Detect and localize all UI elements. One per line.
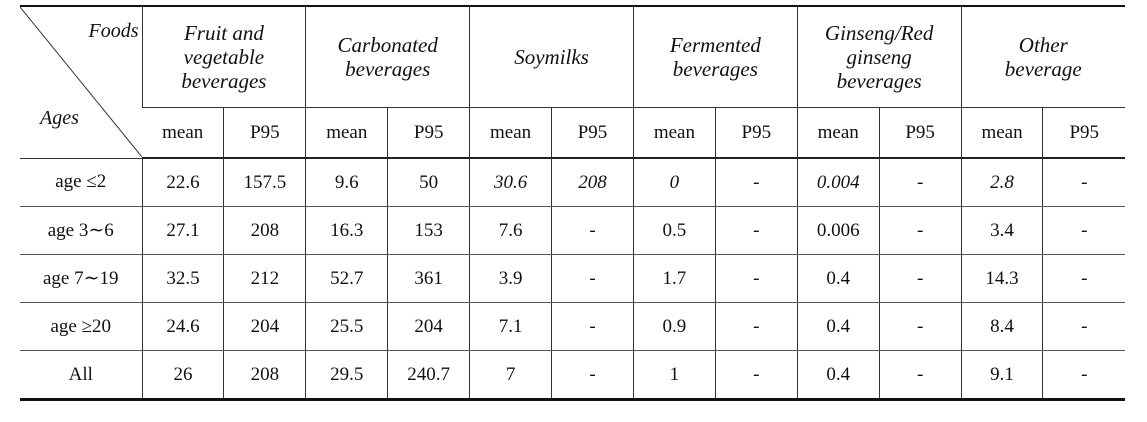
cell: 14.3 xyxy=(960,254,1043,303)
cell: - xyxy=(551,254,634,303)
cell: 0.4 xyxy=(796,350,880,401)
diagonal xyxy=(20,7,142,157)
cell: - xyxy=(878,350,962,401)
cell: 0 xyxy=(632,158,716,207)
cell: 153 xyxy=(387,206,470,255)
row-label: age ≤2 xyxy=(20,158,142,207)
subheader: mean xyxy=(305,107,388,159)
cell: 32.5 xyxy=(141,254,224,303)
cell: - xyxy=(1042,254,1125,303)
cell: 52.7 xyxy=(305,254,388,303)
group-header: Fruit and vegetable beverages xyxy=(141,6,306,108)
data-row: age ≤2 22.6 157.5 9.6 50 30.6 208 0-0.004-2.8- xyxy=(20,158,1125,207)
cell: - xyxy=(878,254,962,303)
cell: 204 xyxy=(223,302,306,351)
cell: 1 xyxy=(632,350,716,401)
cell: - xyxy=(551,206,634,255)
cell: 0.004 xyxy=(796,158,880,207)
cell: - xyxy=(714,158,798,207)
cell: 0.5 xyxy=(632,206,716,255)
cell: 22.6 xyxy=(141,158,224,207)
group-header: Ginseng/Red ginseng beverages xyxy=(796,6,962,108)
data-row: age 7∼19 32.5 212 52.7 361 3.9-1.7-0.4-14.3- xyxy=(20,254,1125,303)
cell: 157.5 xyxy=(223,158,306,207)
cell: - xyxy=(1042,206,1125,255)
cell: 0.4 xyxy=(796,254,880,303)
cell: 3.9 xyxy=(469,254,552,303)
cell: 0.9 xyxy=(632,302,716,351)
subheader: mean xyxy=(960,107,1043,159)
cell: - xyxy=(878,302,962,351)
cell: 361 xyxy=(387,254,470,303)
group-header: Soymilks xyxy=(469,6,634,108)
cell: 2.8 xyxy=(960,158,1043,207)
cell: - xyxy=(1042,158,1125,207)
cell: - xyxy=(714,254,798,303)
cell: 16.3 xyxy=(305,206,388,255)
cell: - xyxy=(551,302,634,351)
cell: 26 xyxy=(141,350,224,401)
group-header: Carbonated beverages xyxy=(305,6,470,108)
cell: 7 xyxy=(469,350,552,401)
cell: - xyxy=(714,302,798,351)
subheader-row: mean P95 mean P95 mean P95 mean P95 mean P95 mean P… xyxy=(20,107,1125,159)
cell: 1.7 xyxy=(632,254,716,303)
table-body: age ≤2 22.6 157.5 9.6 50 30.6 208 0-0.004-2.8- a… xyxy=(20,158,1125,401)
corner-bottom: Ages xyxy=(40,106,79,129)
cell: 27.1 xyxy=(141,206,224,255)
cell: 212 xyxy=(223,254,306,303)
subheader: mean xyxy=(632,107,716,159)
group-row: Foods Ages Fruit and vegetable beverages… xyxy=(20,6,1125,159)
subheader: mean xyxy=(142,107,224,159)
cell: 7.1 xyxy=(469,302,552,351)
cell: 50 xyxy=(387,158,470,207)
cell: 204 xyxy=(387,302,470,351)
data-row: age 3∼6 27.1 208 16.3 153 7.6-0.5-0.006-3.4- xyxy=(20,206,1125,255)
row-label: All xyxy=(20,350,142,401)
subheader: P95 xyxy=(714,107,798,159)
cell: 9.1 xyxy=(960,350,1043,401)
subheader: mean xyxy=(796,107,880,159)
data-row: All 26 208 29.5 240.7 7-1-0.4-9.1- xyxy=(20,350,1125,401)
subheader: P95 xyxy=(1042,107,1125,159)
table-head: Foods Ages Fruit and vegetable beverages… xyxy=(20,6,1125,159)
corner-top: Foods xyxy=(88,20,139,42)
cell: - xyxy=(878,206,962,255)
group-header: Other beverage xyxy=(960,6,1125,108)
cell: 208 xyxy=(223,206,306,255)
cell: 8.4 xyxy=(960,302,1043,351)
data-row: age ≥20 24.6 204 25.5 204 7.1-0.9-0.4-8.4- xyxy=(20,302,1125,351)
cell: 0.006 xyxy=(796,206,880,255)
cell: 208 xyxy=(223,350,306,401)
cell: - xyxy=(714,350,798,401)
subheader: P95 xyxy=(878,107,962,159)
cell: 30.6 xyxy=(469,158,552,207)
row-label: age ≥20 xyxy=(20,302,142,351)
subheader: mean xyxy=(469,107,552,159)
cell: 3.4 xyxy=(960,206,1043,255)
beverage-table: Foods Ages Fruit and vegetable beverages… xyxy=(20,5,1125,401)
cell: - xyxy=(551,350,634,401)
cell: 9.6 xyxy=(305,158,388,207)
cell: - xyxy=(714,206,798,255)
corner-cell: Foods Ages xyxy=(20,6,142,159)
cell: - xyxy=(1042,350,1125,401)
subheader: P95 xyxy=(387,107,470,159)
cell: 208 xyxy=(551,158,634,207)
row-label: age 7∼19 xyxy=(20,254,142,303)
cell: 240.7 xyxy=(387,350,470,401)
group-header: Fermented beverages xyxy=(632,6,798,108)
subheader: P95 xyxy=(223,107,306,159)
cell: 24.6 xyxy=(141,302,224,351)
cell: - xyxy=(1042,302,1125,351)
cell: 25.5 xyxy=(305,302,388,351)
cell: 7.6 xyxy=(469,206,552,255)
subheader: P95 xyxy=(551,107,634,159)
cell: 29.5 xyxy=(305,350,388,401)
cell: - xyxy=(878,158,962,207)
row-label: age 3∼6 xyxy=(20,206,142,255)
cell: 0.4 xyxy=(796,302,880,351)
